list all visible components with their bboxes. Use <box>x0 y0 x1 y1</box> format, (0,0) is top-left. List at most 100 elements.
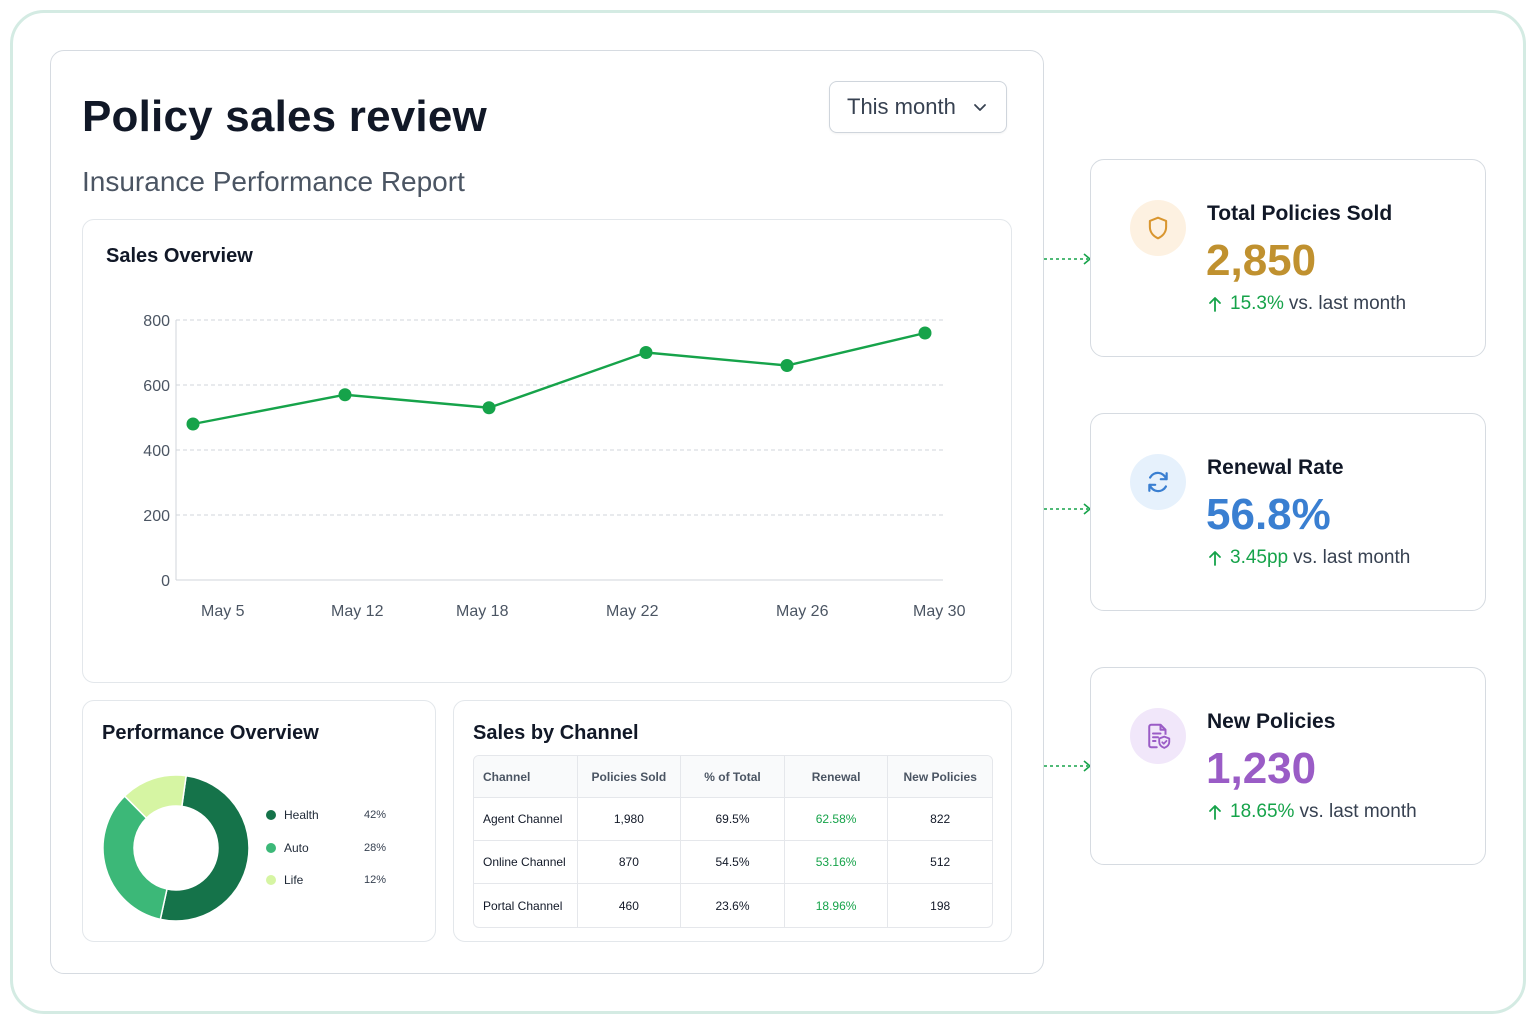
x-tick-label: May 30 <box>913 603 966 620</box>
legend-dot <box>266 810 276 820</box>
connector-arrow <box>1044 503 1092 515</box>
page-title: Policy sales review <box>82 92 487 141</box>
data-point <box>186 417 200 431</box>
arrow-up-icon <box>1209 805 1221 820</box>
kpi-label: New Policies <box>1207 710 1336 733</box>
cell-channel: Portal Channel <box>474 884 578 927</box>
data-point <box>639 346 653 359</box>
kpi-delta: 18.65% <box>1230 801 1295 822</box>
legend-dot <box>266 843 276 853</box>
connector-arrow <box>1044 253 1092 265</box>
performance-overview-title: Performance Overview <box>102 722 319 744</box>
chevron-down-icon <box>974 104 986 111</box>
donut-slice-life <box>123 774 188 820</box>
data-point <box>780 359 794 372</box>
y-tick-label: 400 <box>143 443 170 460</box>
x-tick-label: May 5 <box>201 603 245 620</box>
kpi-icon-wrap <box>1130 708 1186 764</box>
kpi-label: Total Policies Sold <box>1207 202 1393 225</box>
refresh-icon <box>1148 471 1168 493</box>
cell-new-policies: 822 <box>888 798 992 841</box>
kpi-value: 1,230 <box>1206 744 1317 793</box>
sales-line-chart: 0 200 400 600 800 May 5 May 12 May 18 May 22 May … <box>143 313 966 620</box>
donut-slice-health <box>159 774 250 922</box>
x-tick-label: May 26 <box>776 603 829 620</box>
legend-item-auto: Auto 28% <box>266 840 386 856</box>
data-point <box>482 401 496 415</box>
kpi-label: Renewal Rate <box>1207 456 1344 479</box>
page-subtitle: Insurance Performance Report <box>82 166 465 197</box>
column-header-policies-sold[interactable]: Policies Sold <box>577 756 682 798</box>
legend-value: 28% <box>364 842 387 854</box>
kpi-delta: 15.3% <box>1230 293 1284 314</box>
cell-channel: Online Channel <box>474 841 578 884</box>
y-tick-label: 0 <box>161 573 170 590</box>
sales-overview-title: Sales Overview <box>106 245 253 267</box>
kpi-delta-suffix: vs. last month <box>1293 547 1411 568</box>
x-tick-label: May 12 <box>331 603 384 620</box>
cell-renewal: 18.96% <box>785 884 889 927</box>
table-header-row: Channel Policies Sold % of Total Renewal… <box>474 756 992 798</box>
kpi-delta-suffix: vs. last month <box>1299 801 1417 822</box>
kpi-icon-wrap <box>1130 454 1186 510</box>
column-header-channel[interactable]: Channel <box>474 756 578 798</box>
legend-item-health: Health 42% <box>266 807 386 823</box>
sales-by-channel-title: Sales by Channel <box>473 722 639 744</box>
cell-percent-total: 23.6% <box>681 884 785 927</box>
y-tick-label: 800 <box>143 313 170 330</box>
channel-table: Channel Policies Sold % of Total Renewal… <box>473 755 993 928</box>
kpi-value: 56.8% <box>1206 490 1331 539</box>
legend-dot <box>266 875 276 885</box>
kpi-card-total-policies[interactable]: Total Policies Sold 2,850 15.3% vs. last… <box>1090 159 1486 357</box>
shield-icon <box>1148 216 1168 240</box>
document-shield-icon <box>1148 723 1171 749</box>
kpi-delta-suffix: vs. last month <box>1288 293 1407 314</box>
arrow-up-icon <box>1209 297 1221 312</box>
y-tick-label: 600 <box>143 378 170 395</box>
cell-policies-sold: 460 <box>578 884 682 927</box>
cell-renewal: 62.58% <box>784 798 889 841</box>
column-header-percent-total[interactable]: % of Total <box>681 756 785 798</box>
period-dropdown[interactable]: This month <box>829 81 1007 133</box>
kpi-icon-wrap <box>1130 200 1186 256</box>
column-header-renewal[interactable]: Renewal <box>784 756 889 798</box>
table-row[interactable]: Online Channel 870 54.5% 53.16% 512 <box>474 841 992 884</box>
cell-renewal: 53.16% <box>784 841 889 884</box>
legend-label: Health <box>284 808 319 822</box>
cell-channel: Agent Channel <box>474 798 578 841</box>
arrow-up-icon <box>1209 551 1221 566</box>
sales-overview-panel: Sales Overview 0 200 400 600 800 May 5 May 12 M… <box>82 219 1012 683</box>
performance-overview-panel: Performance Overview Health 42% Auto 28% Lif… <box>82 700 436 942</box>
x-tick-label: May 22 <box>606 603 659 620</box>
period-dropdown-label: This month <box>847 94 956 119</box>
performance-donut-chart <box>102 774 250 922</box>
y-tick-label: 200 <box>143 508 170 525</box>
donut-slice-auto <box>102 795 168 921</box>
cell-policies-sold: 870 <box>577 841 682 884</box>
x-tick-label: May 18 <box>456 603 509 620</box>
legend-item-life: Life 12% <box>266 872 386 888</box>
legend-label: Auto <box>284 841 309 855</box>
legend-value: 12% <box>364 874 387 886</box>
table-row[interactable]: Portal Channel 460 23.6% 18.96% 198 <box>474 884 992 927</box>
cell-policies-sold: 1,980 <box>577 798 682 841</box>
kpi-card-new-policies[interactable]: New Policies 1,230 18.65% vs. last month <box>1090 667 1486 865</box>
kpi-trend: 15.3% vs. last month <box>1208 293 1406 315</box>
connector-arrow <box>1044 760 1092 772</box>
cell-percent-total: 69.5% <box>681 798 785 841</box>
kpi-trend: 18.65% vs. last month <box>1208 801 1417 823</box>
data-point <box>338 388 352 402</box>
column-header-new-policies[interactable]: New Policies <box>888 756 992 798</box>
data-point <box>918 326 932 340</box>
table-row[interactable]: Agent Channel 1,980 69.5% 62.58% 822 <box>474 798 992 841</box>
kpi-trend: 3.45pp vs. last month <box>1208 547 1410 569</box>
kpi-value: 2,850 <box>1206 236 1317 285</box>
cell-new-policies: 512 <box>888 841 992 884</box>
cell-new-policies: 198 <box>930 898 951 913</box>
legend-value: 42% <box>364 809 387 821</box>
legend-label: Life <box>284 873 304 887</box>
sales-by-channel-panel: Sales by Channel Channel Policies Sold %… <box>453 700 1012 942</box>
series-line <box>192 331 926 426</box>
kpi-delta: 3.45pp <box>1230 547 1289 568</box>
kpi-card-renewal-rate[interactable]: Renewal Rate 56.8% 3.45pp vs. last month <box>1090 413 1486 611</box>
